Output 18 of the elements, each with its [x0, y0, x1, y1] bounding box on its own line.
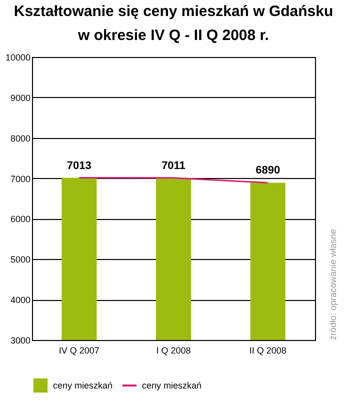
y-tick-label: 6000	[10, 214, 30, 224]
x-tick-label: I Q 2008	[156, 346, 191, 356]
legend-label: ceny mieszkań	[142, 380, 202, 390]
text: źródło: opracowanie własne	[328, 228, 338, 340]
y-tick-label: 4000	[10, 295, 30, 306]
x-tick-label: II Q 2008	[249, 346, 286, 356]
data-label: 7011	[162, 160, 186, 172]
y-tick-label: 3000	[10, 336, 30, 346]
y-tick-label: 9000	[10, 92, 30, 103]
data-label: 6890	[256, 164, 280, 177]
chart-title: Kształtowanie się ceny mieszkań w Gdańsku w okresie IV Q - II Q 2008 r.	[14, 3, 334, 44]
y-tick-label: 8000	[10, 133, 30, 144]
y-tick-label: 10000	[5, 52, 30, 62]
y-tick-label: 5000	[10, 254, 30, 265]
x-tick-label: IV Q 2007	[58, 346, 100, 356]
y-tick-label: 7000	[10, 174, 30, 184]
legend-label: ceny mieszkań	[53, 380, 113, 390]
data-label: 7013	[66, 160, 92, 172]
